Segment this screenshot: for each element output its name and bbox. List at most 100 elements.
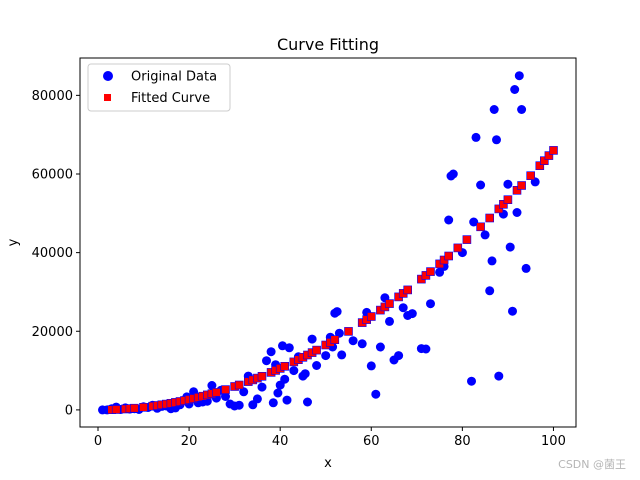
data-point-original	[239, 387, 249, 397]
data-point-original	[280, 374, 290, 384]
data-point-fitted	[403, 285, 413, 295]
legend-label-original-data: Original Data	[131, 70, 217, 85]
legend: Original Data Fitted Curve	[87, 63, 231, 112]
data-point-original	[282, 395, 292, 405]
data-point-original	[289, 366, 299, 376]
legend-label-fitted-curve: Fitted Curve	[131, 91, 210, 106]
data-point-original	[469, 217, 479, 227]
data-point-fitted	[426, 267, 435, 276]
data-point-fitted	[366, 312, 376, 321]
data-point-fitted	[476, 222, 485, 232]
data-point-fitted	[221, 385, 230, 394]
data-point-original	[257, 382, 267, 392]
data-point-original	[467, 376, 476, 386]
legend-marker-original-data	[103, 71, 113, 81]
data-point-fitted	[517, 181, 526, 190]
data-point-original	[357, 339, 367, 349]
y-tick-label: 0	[65, 403, 73, 418]
data-point-fitted	[512, 186, 522, 195]
data-point-fitted	[344, 327, 353, 336]
data-point-original	[512, 208, 522, 217]
data-point-fitted	[549, 146, 558, 155]
data-point-fitted	[330, 335, 340, 345]
x-tick-label: 80	[454, 434, 471, 449]
data-point-original	[517, 105, 527, 114]
data-point-fitted	[111, 405, 121, 414]
data-point-fitted	[130, 403, 139, 413]
data-point-fitted	[526, 171, 536, 180]
data-point-fitted	[499, 200, 508, 209]
data-point-original	[207, 381, 217, 390]
y-axis: 0 20000 40000 60000 80000	[32, 89, 80, 418]
data-point-fitted	[485, 213, 495, 223]
plot-marks	[98, 71, 558, 415]
data-point-original	[492, 135, 501, 145]
legend-marker-fitted-curve	[104, 94, 111, 101]
plot-area-frame	[79, 57, 577, 428]
data-point-fitted	[257, 371, 267, 381]
data-point-original	[303, 397, 312, 407]
data-point-fitted	[280, 361, 290, 371]
data-point-original	[508, 306, 517, 316]
data-point-original	[321, 351, 331, 361]
data-point-original	[407, 309, 417, 319]
data-point-original	[394, 351, 404, 361]
x-tick-label: 0	[94, 434, 102, 449]
data-point-original	[278, 341, 287, 351]
x-axis-label: x	[324, 456, 332, 471]
data-point-original	[426, 299, 435, 309]
chart-title: Curve Fitting	[277, 35, 379, 54]
data-point-original	[312, 361, 322, 370]
legend-box	[87, 63, 231, 112]
data-point-original	[337, 350, 347, 360]
data-point-fitted	[535, 161, 545, 170]
data-point-original	[266, 347, 276, 357]
data-point-original	[366, 361, 376, 371]
data-point-fitted	[544, 151, 554, 160]
x-tick-label: 100	[541, 434, 566, 449]
data-point-original	[485, 286, 495, 296]
data-point-original	[268, 398, 278, 408]
data-point-fitted	[234, 380, 244, 390]
x-axis: 0 20 40 60 80 100	[94, 427, 566, 449]
data-point-fitted	[139, 402, 148, 412]
data-point-original	[471, 132, 481, 142]
data-point-original	[273, 388, 283, 398]
data-point-original	[514, 71, 524, 81]
data-point-original	[494, 371, 504, 381]
data-point-original	[510, 85, 520, 94]
data-point-fitted	[494, 204, 504, 214]
data-point-original	[332, 307, 342, 317]
data-point-fitted	[539, 156, 549, 165]
data-point-fitted	[462, 235, 472, 244]
data-point-original	[234, 400, 244, 410]
data-point-fitted	[453, 243, 463, 253]
data-point-original	[300, 369, 310, 379]
data-point-original	[398, 303, 408, 313]
data-point-original	[476, 180, 486, 190]
data-point-original	[421, 344, 431, 354]
data-point-original	[521, 263, 531, 273]
x-tick-label: 40	[272, 434, 289, 449]
data-point-original	[480, 230, 490, 240]
data-point-original	[252, 394, 262, 404]
y-tick-label: 20000	[32, 325, 73, 340]
data-point-original	[444, 215, 454, 225]
y-tick-label: 80000	[32, 89, 73, 104]
data-point-original	[348, 336, 358, 346]
data-point-fitted	[312, 345, 321, 355]
data-point-fitted	[444, 251, 454, 261]
data-point-original	[505, 242, 515, 252]
data-point-original	[221, 392, 230, 401]
data-point-fitted	[503, 195, 513, 204]
data-point-original	[487, 256, 497, 266]
y-tick-label: 60000	[32, 167, 73, 182]
data-point-original	[371, 389, 381, 399]
y-axis-label: y	[6, 238, 21, 246]
data-point-original	[375, 342, 385, 352]
data-point-original	[307, 334, 317, 344]
data-point-original	[385, 316, 394, 326]
x-tick-label: 20	[181, 434, 198, 449]
data-point-original	[503, 179, 513, 189]
